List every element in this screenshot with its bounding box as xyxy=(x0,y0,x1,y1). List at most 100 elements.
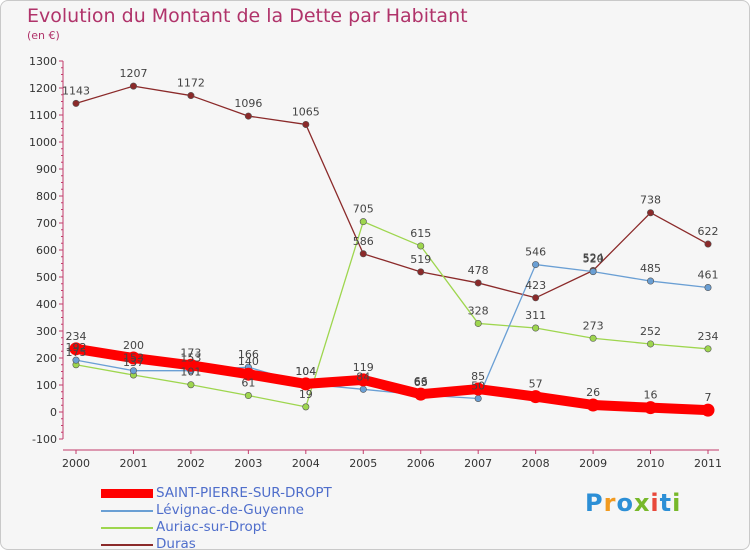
data-label-duras: 1207 xyxy=(119,67,147,80)
data-point-auriac-sur-dropt xyxy=(474,319,482,327)
x-tick-label: 2008 xyxy=(522,457,550,470)
data-label-duras: 1096 xyxy=(234,97,262,110)
y-tick-label: 100 xyxy=(36,379,57,392)
data-point-auriac-sur-dropt xyxy=(302,403,310,411)
chart-series xyxy=(69,82,715,417)
data-label-auriac-sur-dropt: 175 xyxy=(66,346,87,359)
data-point-duras xyxy=(474,279,482,287)
data-label-auriac-sur-dropt: 615 xyxy=(410,227,431,240)
data-point-auriac-sur-dropt xyxy=(187,381,195,389)
data-label-saint-pierre-sur-dropt: 26 xyxy=(586,386,600,399)
data-label-auriac-sur-dropt: 705 xyxy=(353,203,374,216)
y-tick-label: 1100 xyxy=(29,109,57,122)
data-point-saint-pierre-sur-dropt xyxy=(299,377,313,391)
data-label-saint-pierre-sur-dropt: 200 xyxy=(123,339,144,352)
data-label-levignac-de-guyenne: 166 xyxy=(238,348,259,361)
data-label-saint-pierre-sur-dropt: 173 xyxy=(180,346,201,359)
chart-subtitle: (en €) xyxy=(27,29,60,42)
x-tick-label: 2011 xyxy=(694,457,722,470)
data-point-saint-pierre-sur-dropt xyxy=(414,387,428,401)
data-point-saint-pierre-sur-dropt xyxy=(529,390,543,404)
data-label-duras: 524 xyxy=(583,252,604,265)
data-label-auriac-sur-dropt: 311 xyxy=(525,309,546,322)
legend-label: Lévignac-de-Guyenne xyxy=(156,502,304,518)
proxiti-logo: Proxiti xyxy=(585,489,682,517)
data-point-saint-pierre-sur-dropt xyxy=(356,373,370,387)
chart-axes: -100 0 100 200 300 400 500 600 700 800 900 1000 1100… xyxy=(29,55,722,470)
data-point-saint-pierre-sur-dropt xyxy=(586,398,600,412)
legend-swatch xyxy=(101,543,153,546)
data-point-levignac-de-guyenne xyxy=(359,385,367,393)
x-tick-label: 2007 xyxy=(464,457,492,470)
data-point-duras xyxy=(359,250,367,258)
chart-title: Evolution du Montant de la Dette par Hab… xyxy=(27,5,468,27)
data-point-saint-pierre-sur-dropt xyxy=(241,367,255,381)
data-label-auriac-sur-dropt: 137 xyxy=(123,356,144,369)
legend-label: Duras xyxy=(156,536,196,550)
data-label-auriac-sur-dropt: 252 xyxy=(640,325,661,338)
data-point-saint-pierre-sur-dropt xyxy=(69,342,83,356)
data-label-saint-pierre-sur-dropt: 234 xyxy=(66,330,87,343)
y-tick-label: 900 xyxy=(36,163,57,176)
x-tick-label: 2005 xyxy=(349,457,377,470)
x-tick-label: 2002 xyxy=(177,457,205,470)
data-point-auriac-sur-dropt xyxy=(704,345,712,353)
legend-swatch xyxy=(101,509,153,512)
data-label-duras: 1065 xyxy=(292,105,320,118)
data-point-auriac-sur-dropt xyxy=(359,218,367,226)
data-label-duras: 622 xyxy=(698,225,719,238)
y-tick-label: 500 xyxy=(36,271,57,284)
series-line-duras xyxy=(75,85,709,299)
data-point-duras xyxy=(417,268,425,276)
data-label-levignac-de-guyenne: 50 xyxy=(471,380,485,393)
y-tick-label: 0 xyxy=(50,406,57,419)
data-label-levignac-de-guyenne: 485 xyxy=(640,262,661,275)
data-point-saint-pierre-sur-dropt xyxy=(471,382,485,396)
y-tick-label: -100 xyxy=(32,433,57,446)
series-line-auriac-sur-dropt xyxy=(75,220,709,408)
data-label-levignac-de-guyenne: 546 xyxy=(525,246,546,259)
data-label-saint-pierre-sur-dropt: 7 xyxy=(705,391,712,404)
data-point-levignac-de-guyenne xyxy=(647,277,655,285)
x-tick-label: 2001 xyxy=(119,457,147,470)
data-label-auriac-sur-dropt: 61 xyxy=(241,377,255,390)
data-point-duras xyxy=(72,99,80,107)
x-tick-label: 2006 xyxy=(407,457,435,470)
y-tick-label: 1300 xyxy=(29,55,57,68)
data-label-levignac-de-guyenne: 63 xyxy=(414,376,428,389)
series-line-levignac-de-guyenne xyxy=(75,263,709,400)
data-label-duras: 1143 xyxy=(62,84,90,97)
legend-swatch xyxy=(101,526,153,529)
data-label-saint-pierre-sur-dropt: 57 xyxy=(529,378,543,391)
data-label-auriac-sur-dropt: 101 xyxy=(180,366,201,379)
data-point-saint-pierre-sur-dropt xyxy=(644,401,658,415)
data-point-duras xyxy=(302,120,310,128)
data-label-levignac-de-guyenne: 153 xyxy=(123,352,144,365)
data-label-duras: 586 xyxy=(353,235,374,248)
x-tick-label: 2009 xyxy=(579,457,607,470)
y-tick-label: 800 xyxy=(36,190,57,203)
legend-swatch xyxy=(101,489,153,498)
x-tick-label: 2004 xyxy=(292,457,320,470)
y-tick-label: 1200 xyxy=(29,82,57,95)
data-label-saint-pierre-sur-dropt: 66 xyxy=(414,375,428,388)
data-label-saint-pierre-sur-dropt: 140 xyxy=(238,355,259,368)
data-point-duras xyxy=(647,209,655,217)
data-label-saint-pierre-sur-dropt: 119 xyxy=(353,361,374,374)
data-label-auriac-sur-dropt: 234 xyxy=(698,330,719,343)
data-point-saint-pierre-sur-dropt xyxy=(126,351,140,365)
x-tick-label: 2003 xyxy=(234,457,262,470)
data-point-levignac-de-guyenne xyxy=(72,356,80,364)
data-label-duras: 1172 xyxy=(177,77,205,90)
data-label-duras: 738 xyxy=(640,194,661,207)
data-point-levignac-de-guyenne xyxy=(589,268,597,276)
data-label-levignac-de-guyenne: 520 xyxy=(583,253,604,266)
data-label-duras: 423 xyxy=(525,279,546,292)
data-label-duras: 478 xyxy=(468,264,489,277)
data-point-saint-pierre-sur-dropt xyxy=(701,403,715,417)
x-tick-label: 2000 xyxy=(62,457,90,470)
data-point-levignac-de-guyenne xyxy=(532,261,540,269)
x-tick-label: 2010 xyxy=(637,457,665,470)
data-label-auriac-sur-dropt: 273 xyxy=(583,319,604,332)
